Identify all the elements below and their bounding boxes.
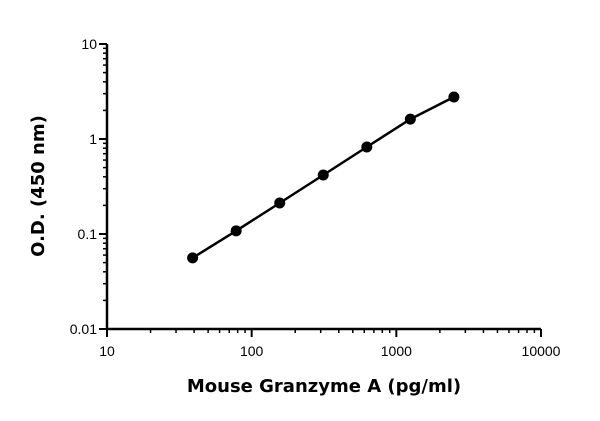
y-axis-title: O.D. (450 nm) (28, 115, 49, 257)
y-tick-label: 0.1 (78, 226, 98, 242)
x-tick-label: 100 (240, 343, 264, 359)
data-point (230, 225, 242, 237)
x-tick-label: 10000 (522, 343, 561, 359)
data-point (187, 252, 199, 264)
x-axis: 10 100 1000 10000 (99, 327, 561, 359)
y-tick-label: 1 (89, 131, 97, 147)
data-point (317, 169, 329, 181)
data-point (361, 141, 373, 153)
data-point (404, 113, 416, 125)
y-tick-label: 10 (81, 36, 97, 52)
x-tick-label: 1000 (381, 343, 412, 359)
data-series (187, 91, 460, 264)
data-point (448, 91, 460, 103)
data-point (274, 197, 286, 209)
x-tick-label: 10 (99, 343, 115, 359)
x-axis-title: Mouse Granzyme A (pg/ml) (187, 376, 461, 397)
y-tick-label: 0.01 (70, 321, 97, 337)
y-axis: 0.01 0.1 1 10 (70, 36, 109, 337)
